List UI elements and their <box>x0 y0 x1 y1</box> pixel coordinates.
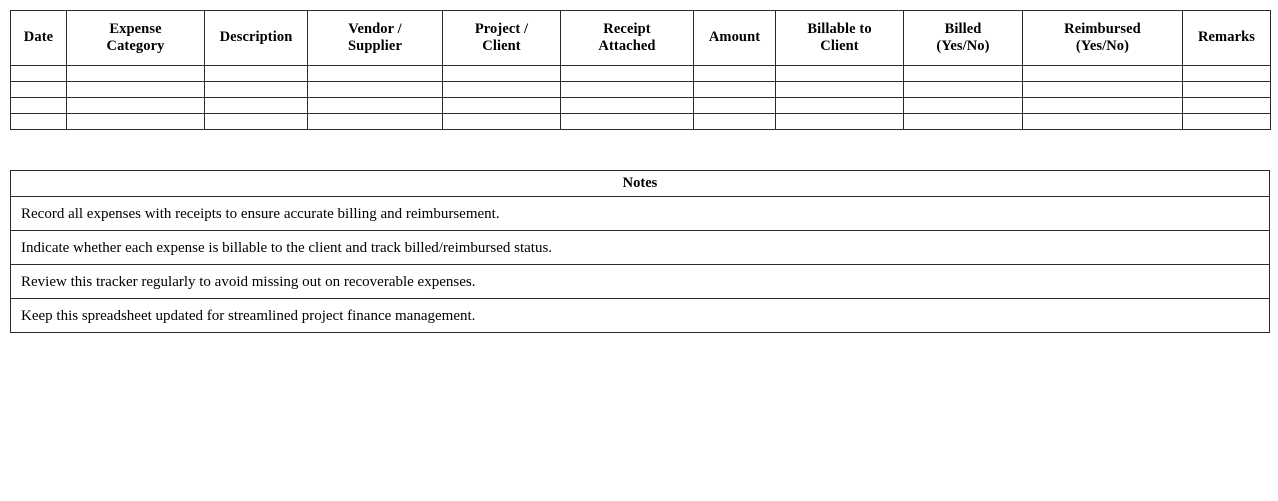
cell-receipt[interactable] <box>560 65 694 82</box>
note-item[interactable]: Keep this spreadsheet updated for stream… <box>10 298 1270 333</box>
column-header-receipt-line2: Attached <box>598 38 656 54</box>
cell-project[interactable] <box>442 65 561 82</box>
cell-billable[interactable] <box>775 81 904 98</box>
cell-billable[interactable] <box>775 113 904 130</box>
column-header-category-line2: Category <box>106 38 165 54</box>
column-header-billable[interactable]: Billable to Client <box>775 10 904 66</box>
notes-table-header: Notes <box>10 170 1270 197</box>
cell-amount[interactable] <box>693 65 776 82</box>
cell-category[interactable] <box>66 65 205 82</box>
column-header-category[interactable]: Expense Category <box>66 10 205 66</box>
cell-project[interactable] <box>442 81 561 98</box>
column-header-project-line1: Project / <box>474 20 529 37</box>
cell-receipt[interactable] <box>560 113 694 130</box>
cell-billed[interactable] <box>903 81 1023 98</box>
column-header-reimbursed-line1: Reimbursed <box>1064 20 1141 37</box>
cell-billed[interactable] <box>903 97 1023 114</box>
column-header-receipt[interactable]: Receipt Attached <box>560 10 694 66</box>
column-header-billed-line2: (Yes/No) <box>936 38 990 54</box>
column-header-billed-line1: Billed <box>944 20 982 37</box>
column-header-billed[interactable]: Billed (Yes/No) <box>903 10 1023 66</box>
cell-date[interactable] <box>10 81 67 98</box>
column-header-date-label: Date <box>23 29 54 46</box>
notes-row: Review this tracker regularly to avoid m… <box>10 264 1270 299</box>
cell-description[interactable] <box>204 113 308 130</box>
notes-header-row: Notes <box>10 170 1270 197</box>
cell-remarks[interactable] <box>1182 65 1271 82</box>
cell-remarks[interactable] <box>1182 97 1271 114</box>
table-row[interactable] <box>10 97 1271 114</box>
cell-date[interactable] <box>10 113 67 130</box>
notes-table: Notes Record all expenses with receipts … <box>10 170 1270 333</box>
note-item[interactable]: Record all expenses with receipts to ens… <box>10 196 1270 231</box>
column-header-billable-line2: Client <box>820 38 859 54</box>
note-item[interactable]: Indicate whether each expense is billabl… <box>10 230 1270 265</box>
column-header-vendor[interactable]: Vendor / Supplier <box>307 10 443 66</box>
column-header-category-line1: Expense <box>109 20 162 37</box>
cell-amount[interactable] <box>693 113 776 130</box>
expense-table: Date Expense Category Description Vendor … <box>10 10 1271 130</box>
notes-row: Indicate whether each expense is billabl… <box>10 230 1270 265</box>
cell-reimbursed[interactable] <box>1022 97 1183 114</box>
cell-reimbursed[interactable] <box>1022 113 1183 130</box>
cell-category[interactable] <box>66 97 205 114</box>
cell-description[interactable] <box>204 81 308 98</box>
cell-remarks[interactable] <box>1182 113 1271 130</box>
notes-table-container: Notes Record all expenses with receipts … <box>10 170 1270 333</box>
column-header-vendor-line2: Supplier <box>348 38 402 54</box>
column-header-amount-label: Amount <box>708 29 761 46</box>
cell-vendor[interactable] <box>307 97 443 114</box>
table-row[interactable] <box>10 113 1271 130</box>
column-header-project[interactable]: Project / Client <box>442 10 561 66</box>
cell-remarks[interactable] <box>1182 81 1271 98</box>
column-header-remarks[interactable]: Remarks <box>1182 10 1271 66</box>
cell-date[interactable] <box>10 65 67 82</box>
cell-reimbursed[interactable] <box>1022 65 1183 82</box>
cell-amount[interactable] <box>693 81 776 98</box>
cell-billed[interactable] <box>903 65 1023 82</box>
cell-reimbursed[interactable] <box>1022 81 1183 98</box>
column-header-receipt-line1: Receipt <box>603 20 651 37</box>
cell-description[interactable] <box>204 65 308 82</box>
cell-category[interactable] <box>66 113 205 130</box>
cell-vendor[interactable] <box>307 65 443 82</box>
cell-receipt[interactable] <box>560 81 694 98</box>
cell-description[interactable] <box>204 97 308 114</box>
cell-vendor[interactable] <box>307 113 443 130</box>
expense-table-container: Date Expense Category Description Vendor … <box>10 10 1271 130</box>
cell-billable[interactable] <box>775 97 904 114</box>
note-item[interactable]: Review this tracker regularly to avoid m… <box>10 264 1270 299</box>
notes-table-body: Record all expenses with receipts to ens… <box>10 196 1270 333</box>
cell-amount[interactable] <box>693 97 776 114</box>
table-row[interactable] <box>10 81 1271 98</box>
table-row[interactable] <box>10 65 1271 82</box>
column-header-billable-line1: Billable to <box>807 20 872 37</box>
expense-table-body <box>10 65 1271 130</box>
cell-billed[interactable] <box>903 113 1023 130</box>
column-header-description-label: Description <box>219 29 293 46</box>
column-header-amount[interactable]: Amount <box>693 10 776 66</box>
column-header-description[interactable]: Description <box>204 10 308 66</box>
column-header-remarks-label: Remarks <box>1197 29 1256 46</box>
expense-table-header: Date Expense Category Description Vendor … <box>10 10 1271 66</box>
cell-date[interactable] <box>10 97 67 114</box>
notes-header-label: Notes <box>10 170 1270 197</box>
notes-row: Record all expenses with receipts to ens… <box>10 196 1270 231</box>
header-row: Date Expense Category Description Vendor … <box>10 10 1271 66</box>
cell-billable[interactable] <box>775 65 904 82</box>
cell-project[interactable] <box>442 97 561 114</box>
cell-category[interactable] <box>66 81 205 98</box>
column-header-reimbursed[interactable]: Reimbursed (Yes/No) <box>1022 10 1183 66</box>
column-header-date[interactable]: Date <box>10 10 67 66</box>
column-header-project-line2: Client <box>482 38 521 54</box>
cell-project[interactable] <box>442 113 561 130</box>
cell-receipt[interactable] <box>560 97 694 114</box>
column-header-reimbursed-line2: (Yes/No) <box>1075 38 1130 54</box>
column-header-vendor-line1: Vendor / <box>348 20 402 37</box>
cell-vendor[interactable] <box>307 81 443 98</box>
notes-row: Keep this spreadsheet updated for stream… <box>10 298 1270 333</box>
